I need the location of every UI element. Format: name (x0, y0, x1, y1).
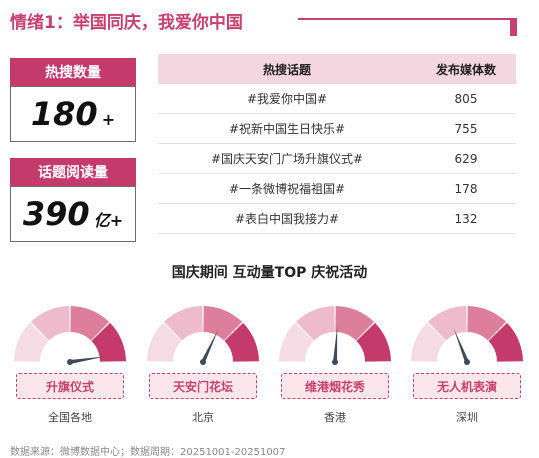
gauge-needle (201, 329, 219, 363)
location-shenzhen: 深圳 (456, 411, 478, 424)
gauge-segment (488, 322, 523, 362)
table-row: #表白中国我接力# 132 (158, 204, 516, 234)
gauge-needle (69, 356, 106, 364)
row-topic: #祝新中国生日快乐# (228, 122, 346, 136)
row-topic: #国庆天安门广场升旗仪式# (210, 152, 364, 166)
row-topic: #表白中国我接力# (234, 212, 340, 226)
event-tag-tiananmen-flowerbed: 天安门花坛 (149, 373, 257, 399)
topic-reads-box: 390 亿+ (10, 186, 136, 242)
table-header: 热搜话题 发布媒体数 (158, 54, 516, 84)
location-beijing: 北京 (192, 411, 214, 424)
location-nationwide: 全国各地 (48, 411, 92, 424)
gauge-segment (70, 306, 110, 341)
gauge-needle (333, 326, 338, 363)
gauge-segment (335, 306, 375, 341)
hot-search-count-box: 180 + (10, 86, 136, 142)
gauge-segment (163, 306, 203, 341)
row-media-count: 132 (454, 211, 478, 226)
activities-title: 国庆期间 互动量TOP 庆祝活动 (171, 265, 368, 281)
row-media-count: 755 (454, 121, 478, 136)
header-media-count: 发布媒体数 (435, 62, 496, 77)
hot-search-count-label: 热搜数量 (10, 58, 136, 86)
gauge-hub (200, 359, 206, 365)
hot-topics-table: 热搜话题 发布媒体数 #我爱你中国# 805 #祝新中国生日快乐# 755 #国… (158, 54, 516, 234)
gauge-segment (356, 322, 391, 362)
topic-reads-label: 话题阅读量 (10, 158, 136, 186)
gauge-segment (467, 306, 507, 341)
row-media-count: 805 (454, 91, 478, 106)
event-tag-flag-raising: 升旗仪式 (16, 373, 124, 399)
table-row: #祝新中国生日快乐# 755 (158, 114, 516, 144)
data-source-footnote: 数据来源：微博数据中心；数据周期：20251001-20251007 (10, 447, 286, 458)
gauge-flag-raising (14, 306, 126, 365)
gauge-victoria-harbour-fireworks (279, 306, 391, 365)
row-media-count: 178 (454, 181, 478, 196)
topic-reads-suffix: 亿+ (93, 211, 124, 230)
title-rule-hook (510, 18, 517, 36)
gauge-segment (279, 322, 314, 362)
gauge-hub (67, 359, 73, 365)
hot-search-count-suffix: + (101, 109, 116, 129)
gauge-segment (203, 306, 243, 341)
gauge-hub (332, 359, 338, 365)
topic-reads-value: 390 (22, 195, 90, 233)
gauge-drone-show (411, 306, 523, 365)
row-topic: #我爱你中国# (246, 92, 328, 106)
gauge-segment (224, 322, 259, 362)
gauge-segment (147, 322, 182, 362)
gauge-segment (411, 322, 446, 362)
gauge-segment (91, 322, 126, 362)
gauge-needle (453, 328, 469, 363)
table-row: #我爱你中国# 805 (158, 84, 516, 114)
gauge-segment (30, 306, 70, 341)
table-row: #一条微博祝福祖国# 178 (158, 174, 516, 204)
event-tag-drone-show: 无人机表演 (413, 373, 521, 399)
gauge-hub (464, 359, 470, 365)
title-rule (298, 18, 512, 20)
table-row: #国庆天安门广场升旗仪式# 629 (158, 144, 516, 174)
gauge-segment (295, 306, 335, 341)
gauge-segment (427, 306, 467, 341)
row-media-count: 629 (454, 151, 478, 166)
gauge-tiananmen-flowerbed (147, 306, 259, 365)
location-hong-kong: 香港 (324, 411, 346, 424)
page-title: 情绪1：举国同庆，我爱你中国 (10, 13, 243, 33)
hot-search-count-value: 180 (30, 95, 98, 133)
gauge-segment (14, 322, 49, 362)
event-tag-victoria-harbour-fireworks: 维港烟花秀 (281, 373, 389, 399)
row-topic: #一条微博祝福祖国# (228, 182, 346, 196)
header-topic: 热搜话题 (262, 62, 311, 77)
